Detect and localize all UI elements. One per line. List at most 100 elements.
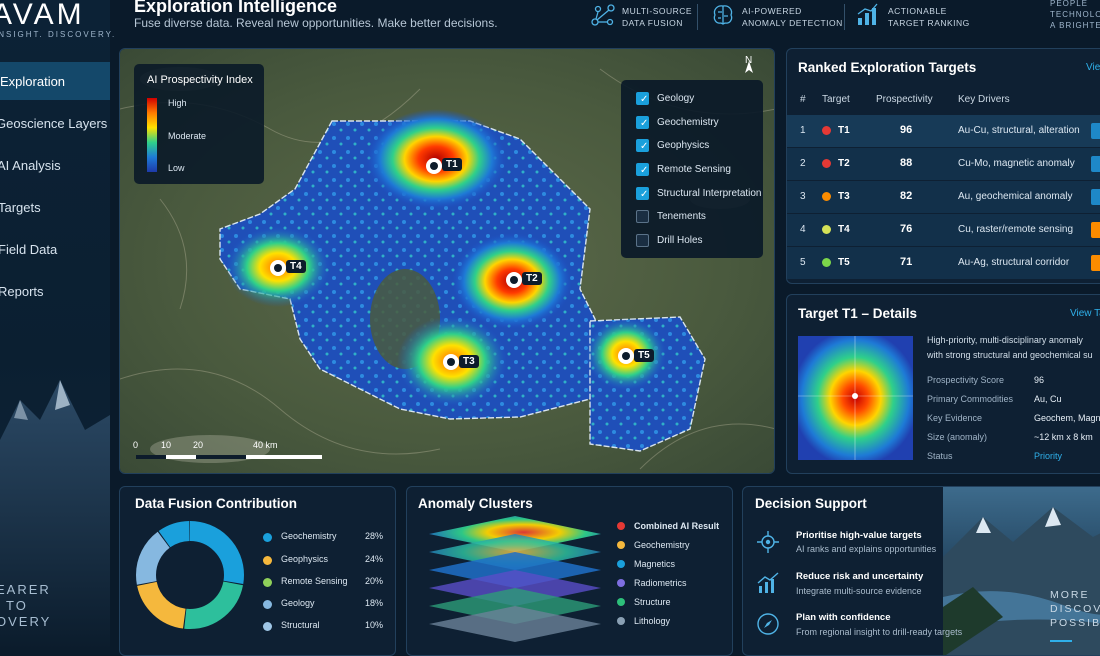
layer-checkbox-drill-holes[interactable] <box>636 234 649 247</box>
feature-line: ANOMALY DETECTION <box>742 18 843 28</box>
legend-swatch <box>617 579 625 587</box>
legend-label: Geophysics <box>281 554 329 564</box>
sidebar-item-field-data[interactable]: Field Data <box>0 230 108 268</box>
scale-tick: 40 km <box>253 440 278 450</box>
slogan-line: EARER <box>0 582 51 597</box>
target-heatmap-thumbnail[interactable] <box>798 336 913 460</box>
legend-high: High <box>168 98 187 108</box>
layer-label: Drill Holes <box>657 235 703 246</box>
row-rank: 1 <box>800 125 806 136</box>
sidebar <box>0 0 110 650</box>
layer-checkbox-geology[interactable] <box>636 92 649 105</box>
table-row[interactable] <box>787 181 1100 213</box>
status-badge: Priority <box>1034 451 1063 461</box>
mountain-backdrop <box>0 380 110 650</box>
decision-item-title: Reduce risk and uncertainty <box>796 571 924 582</box>
legend-swatch <box>617 598 625 606</box>
ranked-title: Ranked Exploration Targets <box>798 60 977 75</box>
layer-checkbox-geophysics[interactable] <box>636 139 649 152</box>
legend-percent: 10% <box>365 620 384 630</box>
sidebar-item-ai-analysis[interactable]: AI Analysis <box>0 146 107 184</box>
view-all-link[interactable]: View <box>1086 62 1100 73</box>
layer-checkbox-structural[interactable] <box>636 187 649 200</box>
layer-checkbox-remote-sensing[interactable] <box>636 163 649 176</box>
legend-swatch <box>263 578 272 587</box>
priority-dot <box>822 225 831 234</box>
layer-label: Geochemistry <box>657 117 719 128</box>
check-icon: ✓ <box>640 94 649 105</box>
decision-item-title: Plan with confidence <box>796 612 891 623</box>
network-icon <box>591 4 615 26</box>
layer-label: Tenements <box>657 211 706 222</box>
feature-target-ranking: ACTIONABLE TARGET RANKING <box>888 5 970 29</box>
legend-percent: 24% <box>365 554 384 564</box>
layer-label: Geology <box>657 93 695 104</box>
details-title: Target T1 – Details <box>798 306 918 321</box>
table-row[interactable] <box>787 148 1100 180</box>
row-action-bar[interactable] <box>1091 222 1100 238</box>
table-row[interactable] <box>787 247 1100 279</box>
table-row[interactable] <box>787 214 1100 246</box>
slogan-line: POSSIBI <box>1050 617 1100 629</box>
legend-swatch <box>263 556 272 565</box>
row-target: T5 <box>838 257 850 268</box>
target-icon <box>757 531 779 553</box>
row-rank: 3 <box>800 191 806 202</box>
fusion-title: Data Fusion Contribution <box>135 496 297 511</box>
check-icon: ✓ <box>640 141 649 152</box>
page-subtitle: Fuse diverse data. Reveal new opportunit… <box>134 16 498 30</box>
legend-label: Geology <box>281 598 315 608</box>
donut-slice-geochemistry[interactable] <box>136 521 244 629</box>
sidebar-item-targets[interactable]: Targets <box>0 188 108 226</box>
north-label: N <box>745 55 753 66</box>
layer-checkbox-tenements[interactable] <box>636 210 649 223</box>
field-value: 96 <box>1034 375 1045 385</box>
row-score: 96 <box>900 124 913 136</box>
sidebar-item-label: Reports <box>0 284 44 299</box>
row-target: T3 <box>838 191 850 202</box>
row-rank: 5 <box>800 257 806 268</box>
sidebar-item-exploration[interactable]: Exploration <box>0 62 110 100</box>
sidebar-item-geoscience-layers[interactable]: Geoscience Layers <box>0 104 107 142</box>
pin-label-t1[interactable]: T1 <box>442 158 462 171</box>
row-score: 88 <box>900 157 913 169</box>
pin-label-t2[interactable]: T2 <box>522 272 542 285</box>
north-arrow-icon <box>745 61 753 73</box>
fusion-donut-chart[interactable] <box>135 520 245 630</box>
donut-slice-geophysics[interactable] <box>136 521 244 629</box>
row-action-bar[interactable] <box>1091 255 1100 271</box>
decision-title: Decision Support <box>755 496 867 511</box>
sidebar-item-reports[interactable]: Reports <box>0 272 108 310</box>
row-drivers: Au-Cu, structural, alteration <box>958 125 1080 136</box>
legend-swatch <box>263 600 272 609</box>
details-description: High-priority, multi-disciplinary anomal… <box>927 335 1083 345</box>
row-rank: 4 <box>800 224 806 235</box>
brand-logo[interactable]: AVAM <box>0 0 85 31</box>
table-row[interactable] <box>787 115 1100 147</box>
row-drivers: Au-Ag, structural corridor <box>958 257 1070 268</box>
donut-slice-geology[interactable] <box>136 521 244 629</box>
anomaly-layer-stack[interactable] <box>425 512 605 650</box>
decision-item-subtitle: From regional insight to drill-ready tar… <box>796 627 963 637</box>
legend-label: Remote Sensing <box>281 576 348 586</box>
pin-label-t4[interactable]: T4 <box>286 260 306 273</box>
corner-line: A BRIGHTER <box>1050 21 1100 30</box>
legend-percent: 20% <box>365 576 384 586</box>
row-action-bar[interactable] <box>1091 189 1100 205</box>
layer-checkbox-geochemistry[interactable] <box>636 116 649 129</box>
row-action-bar[interactable] <box>1091 123 1100 139</box>
view-target-link[interactable]: View Ta <box>1070 308 1100 319</box>
slogan-line: MORE <box>1050 589 1090 601</box>
priority-dot <box>822 159 831 168</box>
slogan-line: OVERY <box>0 614 52 629</box>
decision-item-title: Prioritise high-value targets <box>796 530 922 541</box>
row-target: T2 <box>838 158 850 169</box>
pin-label-t5[interactable]: T5 <box>634 349 654 362</box>
field-value: Geochem, Magnetic <box>1034 413 1100 423</box>
feature-data-fusion: MULTI-SOURCE DATA FUSION <box>622 5 692 29</box>
data-fusion-panel <box>119 486 396 656</box>
compass-icon <box>757 613 779 635</box>
pin-label-t3[interactable]: T3 <box>459 355 479 368</box>
row-action-bar[interactable] <box>1091 156 1100 172</box>
sidebar-item-label: Exploration <box>0 74 66 89</box>
